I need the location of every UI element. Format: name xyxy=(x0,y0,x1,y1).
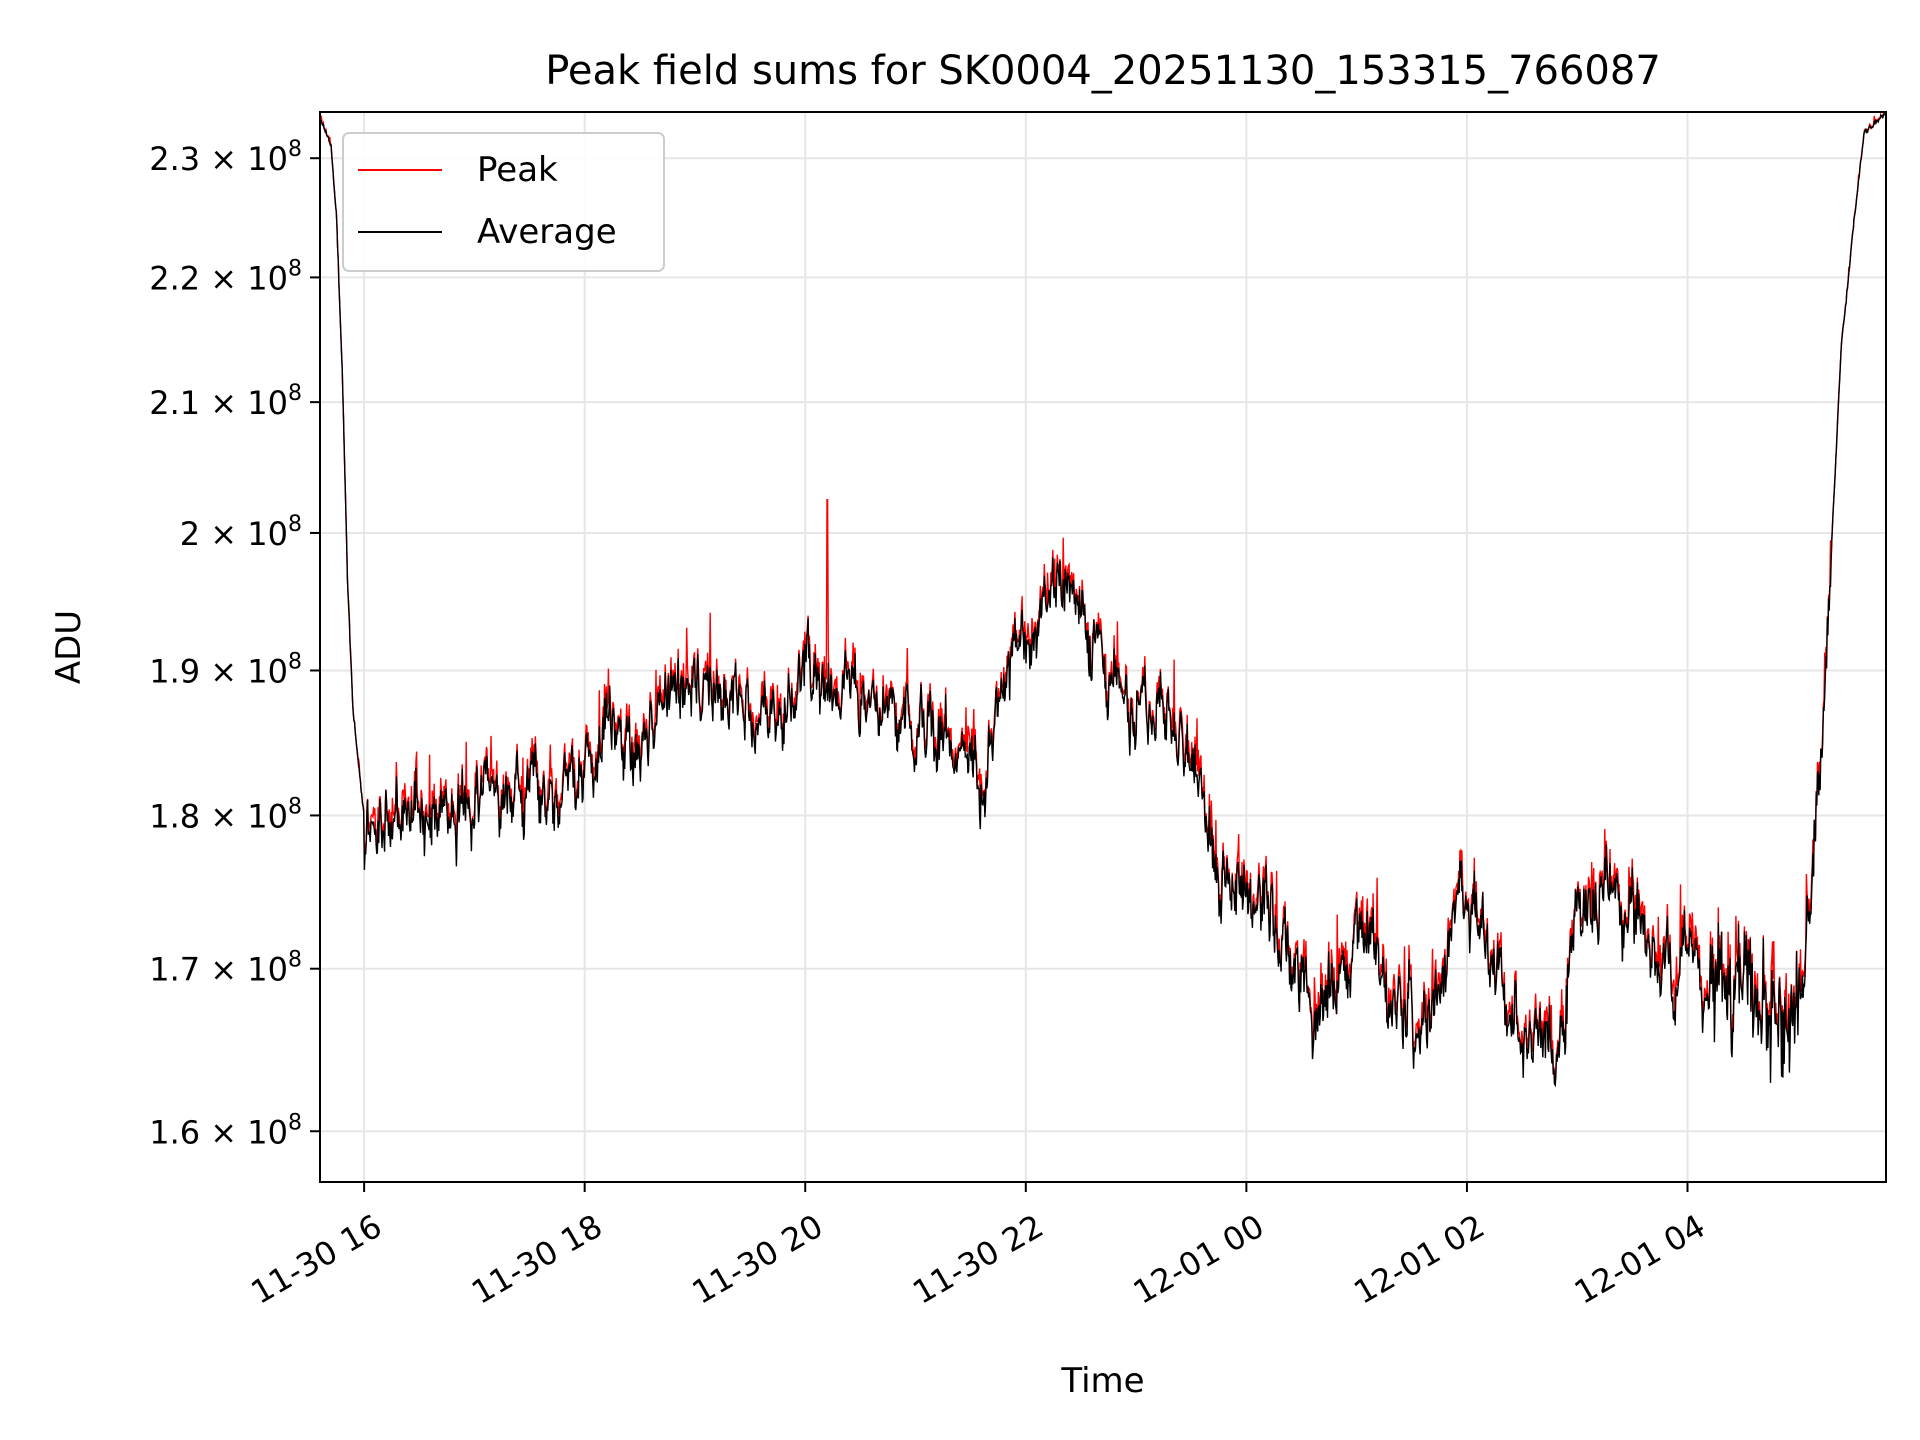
legend-peak-label: Peak xyxy=(477,150,558,190)
series-layer xyxy=(320,112,1886,1088)
legend: Peak Average xyxy=(342,132,665,272)
y-axis-ticks: 1.6 × 108 1.7 × 108 1.8 × 108 1.9 × 108 2 × … xyxy=(149,137,320,1151)
y-tick-label: 1.6 × 108 xyxy=(149,1110,302,1151)
series-line-average xyxy=(320,112,1886,1088)
y-tick-label: 2 × 108 xyxy=(180,512,302,553)
y-tick-label: 2.3 × 108 xyxy=(149,137,302,178)
x-axis-label: Time xyxy=(1060,1361,1144,1401)
y-tick-label: 1.7 × 108 xyxy=(149,948,302,989)
y-tick-label: 2.1 × 108 xyxy=(149,381,302,422)
legend-box xyxy=(342,132,665,272)
y-tick-label: 1.8 × 108 xyxy=(149,794,302,835)
grid-lines xyxy=(320,112,1886,1182)
y-tick-label: 2.2 × 108 xyxy=(149,256,302,297)
y-tick-label: 1.9 × 108 xyxy=(149,649,302,690)
legend-average-label: Average xyxy=(477,212,617,252)
y-axis-label: ADU xyxy=(49,610,89,684)
chart-title: Peak field sums for SK0004_20251130_1533… xyxy=(545,48,1661,94)
plot-frame xyxy=(319,111,1887,1183)
